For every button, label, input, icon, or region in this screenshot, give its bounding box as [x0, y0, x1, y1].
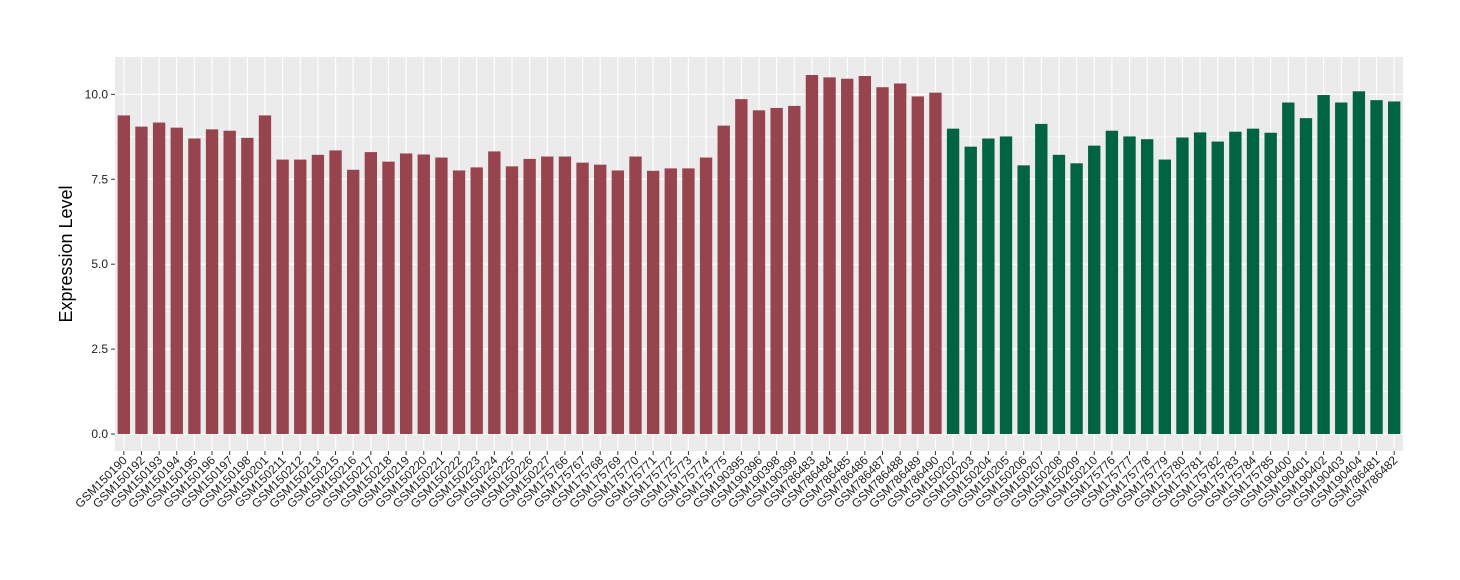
bar-GSM190404	[1352, 91, 1366, 435]
x-axis-ticks: GSM150190GSM150192GSM150193GSM150194GSM1…	[72, 451, 1401, 511]
bar-GSM150202	[946, 128, 960, 435]
bar-GSM175774	[699, 157, 713, 435]
bar-GSM786487	[876, 87, 889, 435]
bar-GSM175766	[558, 156, 572, 435]
bar-GSM190401	[1299, 118, 1313, 435]
bar-GSM150209	[1070, 163, 1083, 435]
bar-GSM175773	[682, 168, 695, 435]
bar-GSM150222	[452, 170, 466, 435]
bar-GSM786481	[1370, 100, 1383, 435]
bar-GSM175783	[1229, 131, 1242, 435]
bar-GSM175785	[1264, 132, 1277, 435]
bar-GSM786482	[1388, 101, 1401, 435]
bar-GSM190403	[1335, 102, 1348, 435]
bar-GSM175768	[594, 164, 607, 435]
bar-GSM175778	[1140, 139, 1154, 435]
bar-GSM150227	[541, 156, 554, 435]
bar-GSM786486	[858, 76, 872, 435]
bar-GSM150207	[1035, 123, 1048, 435]
y-tick-label: 0.0	[91, 427, 108, 441]
y-tick-label: 2.5	[91, 342, 108, 356]
bar-GSM150204	[982, 138, 995, 435]
bar-GSM150193	[152, 122, 166, 435]
bar-GSM150201	[258, 115, 272, 435]
bar-GSM150225	[505, 166, 519, 435]
bar-GSM150194	[170, 127, 183, 435]
bar-GSM150223	[470, 167, 483, 435]
bar-GSM175770	[629, 156, 642, 435]
bar-GSM150217	[364, 152, 378, 435]
bar-GSM150220	[417, 154, 430, 435]
bar-GSM150192	[135, 126, 148, 435]
bar-GSM190399	[788, 105, 801, 435]
bar-GSM150213	[311, 154, 325, 435]
bar-GSM190398	[770, 107, 783, 435]
bar-GSM175780	[1176, 137, 1189, 435]
bar-GSM150203	[964, 146, 977, 435]
y-axis-title: Expression Level	[56, 185, 76, 322]
bar-GSM150226	[523, 158, 536, 435]
bar-GSM175784	[1246, 128, 1260, 435]
bar-GSM175769	[611, 170, 625, 435]
bar-GSM150198	[241, 137, 254, 435]
bar-GSM175782	[1211, 141, 1224, 435]
y-tick-label: 7.5	[91, 172, 108, 186]
bar-GSM150206	[1017, 165, 1030, 435]
bar-GSM150216	[347, 169, 360, 435]
bar-GSM150195	[188, 138, 201, 435]
y-tick-label: 5.0	[91, 257, 108, 271]
bar-GSM150211	[276, 159, 289, 435]
bar-GSM150212	[294, 159, 307, 435]
bar-GSM175772	[664, 168, 677, 435]
bar-GSM175779	[1158, 159, 1171, 435]
bar-GSM786488	[893, 83, 907, 435]
y-tick-label: 10.0	[85, 87, 109, 101]
bar-GSM175777	[1123, 136, 1136, 435]
bar-GSM175767	[576, 162, 589, 435]
bar-GSM786490	[929, 92, 942, 435]
bar-GSM786489	[911, 96, 924, 435]
bar-GSM150219	[399, 153, 413, 435]
bar-GSM150190	[117, 115, 130, 435]
y-axis-ticks: 0.0 2.5 5.0 7.5 10.0	[85, 87, 115, 441]
bar-GSM150215	[329, 150, 342, 435]
bar-GSM150205	[999, 136, 1013, 435]
bar-GSM150208	[1052, 154, 1066, 435]
bar-GSM150210	[1088, 145, 1101, 435]
bar-GSM190395	[735, 99, 748, 435]
bar-GSM175775	[717, 125, 730, 435]
bar-GSM150196	[205, 129, 219, 435]
bar-GSM190400	[1282, 102, 1295, 435]
bar-GSM150218	[382, 161, 395, 435]
bar-GSM175776	[1105, 130, 1119, 435]
bar-GSM150224	[488, 151, 501, 435]
bar-GSM175771	[646, 170, 660, 435]
bar-GSM190402	[1317, 95, 1330, 435]
bar-GSM150197	[223, 130, 236, 435]
bar-GSM150221	[435, 157, 448, 435]
bar-GSM786485	[841, 78, 854, 435]
bar-GSM175781	[1193, 132, 1207, 435]
bar-GSM786483	[805, 75, 819, 435]
bar-GSM786484	[823, 77, 836, 435]
bars	[117, 75, 1401, 435]
bar-GSM190396	[752, 110, 766, 435]
